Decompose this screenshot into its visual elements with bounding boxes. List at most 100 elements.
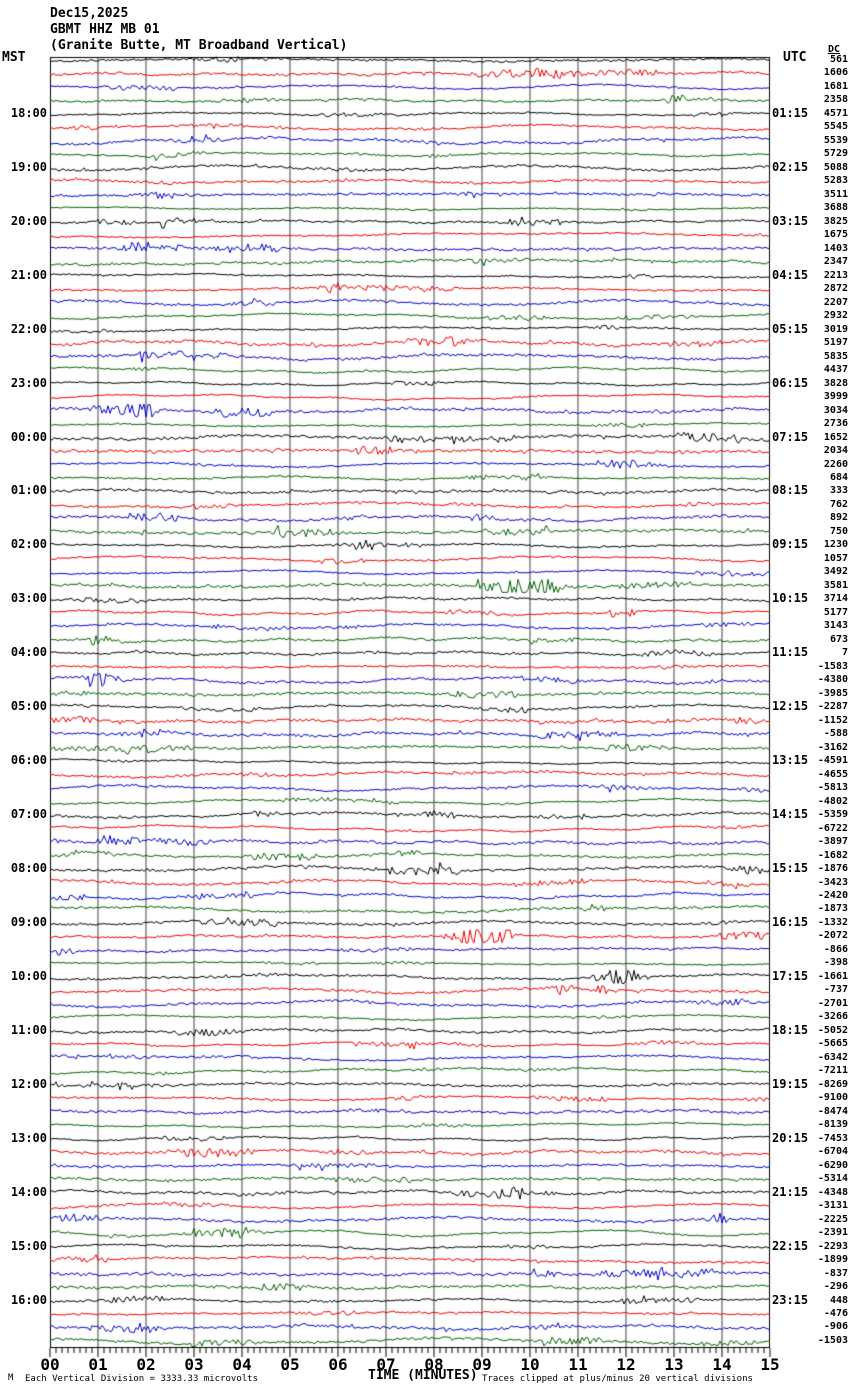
mst-hour-label: 00:00 xyxy=(10,429,47,444)
mst-hour-label: 02:00 xyxy=(10,537,47,552)
dc-value: -8474 xyxy=(817,1105,848,1117)
utc-hour-label: 19:15 xyxy=(772,1076,809,1091)
dc-value: 1403 xyxy=(823,242,848,254)
dc-value: 3492 xyxy=(823,566,848,578)
dc-value: 4571 xyxy=(823,107,848,119)
utc-hour-label: 16:15 xyxy=(772,914,809,929)
utc-hour-label: 09:15 xyxy=(772,537,809,552)
x-tick-label: 00 xyxy=(40,1355,60,1374)
dc-value: -1583 xyxy=(817,660,848,672)
dc-value: -4802 xyxy=(817,795,848,807)
x-tick-label: 09 xyxy=(472,1355,492,1374)
dc-value: -2225 xyxy=(817,1213,848,1225)
dc-value: -6704 xyxy=(817,1146,848,1158)
dc-value: -6722 xyxy=(817,822,848,834)
mst-hour-label: 03:00 xyxy=(10,591,47,606)
dc-value: 1652 xyxy=(823,431,848,443)
dc-value: -9100 xyxy=(817,1092,848,1104)
dc-value: 3143 xyxy=(823,620,848,632)
utc-hour-label: 05:15 xyxy=(772,321,809,336)
x-tick-label: 02 xyxy=(136,1355,156,1374)
dc-value: -4380 xyxy=(817,674,848,686)
x-tick-label: 13 xyxy=(664,1355,684,1374)
mst-hour-label: 15:00 xyxy=(10,1238,47,1253)
utc-hour-label: 22:15 xyxy=(772,1238,809,1253)
dc-value: -1682 xyxy=(817,849,848,861)
dc-value: 3714 xyxy=(823,593,848,605)
dc-column-header: DC xyxy=(827,44,840,55)
utc-hour-label: 04:15 xyxy=(772,267,809,282)
dc-value: -3897 xyxy=(817,836,848,848)
mst-hour-label: 23:00 xyxy=(10,375,47,390)
dc-value: -6290 xyxy=(817,1159,848,1171)
utc-hour-label: 07:15 xyxy=(772,429,809,444)
dc-value: -5052 xyxy=(817,1024,848,1036)
mst-hour-label: 12:00 xyxy=(10,1076,47,1091)
dc-value: 5177 xyxy=(823,606,848,618)
mst-timezone-label: MST xyxy=(2,50,26,65)
utc-hour-label: 08:15 xyxy=(772,483,809,498)
dc-value: 3999 xyxy=(823,391,848,403)
utc-hour-label: 14:15 xyxy=(772,807,809,822)
dc-value: -3266 xyxy=(817,1011,848,1023)
dc-value: 762 xyxy=(829,498,848,510)
utc-timezone-label: UTC xyxy=(783,50,807,65)
dc-value: -5813 xyxy=(817,782,848,794)
utc-hour-label: 02:15 xyxy=(772,159,809,174)
utc-hour-label: 10:15 xyxy=(772,591,809,606)
utc-hour-label: 11:15 xyxy=(772,645,809,660)
dc-value: -2287 xyxy=(817,701,848,713)
dc-value: 5088 xyxy=(823,161,848,173)
dc-value: 3019 xyxy=(823,323,848,335)
dc-value: -4591 xyxy=(817,755,848,767)
plot-date: Dec15,2025 xyxy=(50,6,129,21)
dc-value: 561 xyxy=(829,54,848,65)
dc-value: -8139 xyxy=(817,1119,848,1131)
utc-hour-label: 23:15 xyxy=(772,1292,809,1307)
dc-value: -398 xyxy=(823,957,848,969)
dc-value: 2034 xyxy=(823,445,848,457)
x-tick-label: 01 xyxy=(88,1355,108,1374)
utc-hour-label: 15:15 xyxy=(772,861,809,876)
x-tick-label: 12 xyxy=(616,1355,636,1374)
mst-hour-label: 14:00 xyxy=(10,1184,47,1199)
dc-value: 4437 xyxy=(823,364,848,376)
x-tick-label: 11 xyxy=(568,1355,588,1374)
utc-hour-label: 06:15 xyxy=(772,375,809,390)
dc-value: 2260 xyxy=(823,458,848,470)
x-tick-label: 10 xyxy=(520,1355,540,1374)
dc-value: 2872 xyxy=(823,283,848,295)
mst-hour-label: 11:00 xyxy=(10,1022,47,1037)
dc-value: 2736 xyxy=(823,418,848,430)
dc-value: -906 xyxy=(823,1321,848,1333)
mst-hour-label: 18:00 xyxy=(10,105,47,120)
dc-value: -1152 xyxy=(817,714,848,726)
utc-hour-label: 18:15 xyxy=(772,1022,809,1037)
dc-value: 892 xyxy=(829,512,848,524)
dc-value: 1230 xyxy=(823,539,848,551)
dc-value: -7211 xyxy=(817,1065,848,1077)
utc-hour-label: 03:15 xyxy=(772,213,809,228)
dc-value: 3581 xyxy=(823,579,848,591)
mst-hour-label: 01:00 xyxy=(10,483,47,498)
mst-hour-label: 22:00 xyxy=(10,321,47,336)
dc-value: -5314 xyxy=(817,1173,848,1185)
dc-value: 2358 xyxy=(823,94,848,106)
dc-value: -5665 xyxy=(817,1038,848,1050)
corner-mark: M xyxy=(8,1373,14,1383)
dc-value: 5545 xyxy=(823,121,848,133)
dc-value: 3688 xyxy=(823,202,848,214)
dc-value: 1606 xyxy=(823,67,848,79)
dc-value: 2347 xyxy=(823,256,848,268)
dc-value: 3828 xyxy=(823,377,848,389)
dc-value: 2213 xyxy=(823,269,848,281)
dc-value: 2932 xyxy=(823,310,848,322)
mst-hour-label: 05:00 xyxy=(10,699,47,714)
dc-value: -2391 xyxy=(817,1227,848,1239)
dc-value: -1873 xyxy=(817,903,848,915)
dc-value: -7453 xyxy=(817,1132,848,1144)
x-tick-label: 15 xyxy=(760,1355,780,1374)
mst-hour-label: 13:00 xyxy=(10,1130,47,1145)
